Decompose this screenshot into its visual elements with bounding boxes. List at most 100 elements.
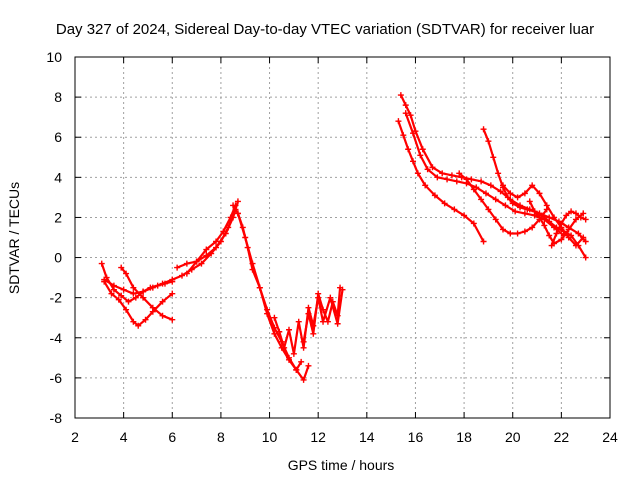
- data-point: [478, 178, 485, 185]
- data-point: [334, 320, 341, 327]
- x-tick-label: 18: [456, 429, 472, 445]
- data-point: [551, 214, 558, 221]
- data-point: [424, 166, 431, 173]
- data-point: [286, 326, 292, 333]
- data-point: [521, 210, 528, 217]
- data-point: [582, 238, 589, 245]
- data-point: [507, 230, 514, 237]
- data-point: [271, 314, 278, 321]
- data-point: [470, 186, 477, 193]
- data-point: [249, 260, 256, 267]
- data-point: [434, 174, 441, 181]
- y-axis-label: SDTVAR / TECUs: [6, 182, 22, 294]
- data-point: [130, 290, 137, 297]
- data-point: [159, 280, 166, 287]
- data-point: [135, 322, 142, 329]
- data-point: [514, 230, 521, 237]
- data-point: [227, 214, 234, 221]
- data-point: [234, 198, 241, 205]
- x-tick-label: 20: [505, 429, 521, 445]
- data-point: [183, 270, 190, 277]
- data-point: [108, 290, 115, 297]
- data-point: [183, 260, 190, 267]
- data-point: [565, 234, 572, 241]
- data-point: [490, 154, 497, 161]
- chart-title: Day 327 of 2024, Sidereal Day-to-day VTE…: [56, 21, 594, 38]
- series-trace: [103, 280, 174, 327]
- data-point: [453, 178, 460, 185]
- data-point: [495, 170, 502, 177]
- data-point: [487, 182, 494, 189]
- series-trace: [550, 210, 587, 247]
- data-point: [429, 164, 436, 171]
- data-point: [451, 206, 458, 213]
- data-point: [568, 208, 575, 215]
- data-point: [439, 170, 446, 177]
- x-tick-label: 4: [120, 429, 128, 445]
- series-trace: [236, 212, 303, 371]
- data-point: [563, 212, 570, 219]
- data-point: [580, 210, 587, 217]
- data-point: [290, 350, 297, 357]
- data-point: [512, 208, 519, 215]
- data-point: [482, 190, 489, 197]
- data-point: [110, 282, 117, 289]
- data-point: [541, 222, 548, 229]
- data-point: [521, 228, 528, 235]
- y-tick-label: -2: [50, 290, 63, 306]
- data-point: [203, 246, 210, 253]
- data-point: [293, 366, 300, 373]
- y-tick-label: 2: [54, 209, 62, 225]
- data-point: [546, 218, 553, 225]
- data-point: [256, 284, 263, 291]
- y-tick-label: -8: [50, 410, 63, 426]
- data-point: [130, 318, 137, 325]
- data-point: [580, 234, 587, 241]
- series-trace: [528, 200, 585, 245]
- data-point: [582, 216, 589, 223]
- data-point: [514, 194, 521, 201]
- data-point: [500, 226, 506, 233]
- data-point: [98, 260, 105, 267]
- data-point: [305, 310, 312, 317]
- data-point: [485, 138, 492, 145]
- data-point: [329, 298, 336, 305]
- data-point: [410, 130, 417, 137]
- data-point: [500, 182, 506, 189]
- data-point: [276, 328, 283, 335]
- data-point: [213, 244, 220, 251]
- data-point: [485, 206, 492, 213]
- data-point: [159, 298, 166, 305]
- series-trace: [397, 120, 485, 243]
- data-point: [118, 264, 125, 271]
- data-point: [310, 330, 317, 337]
- data-point: [463, 176, 470, 183]
- data-point: [305, 304, 312, 311]
- series-arc-10: [300, 284, 344, 345]
- data-point: [203, 252, 210, 259]
- x-tick-label: 12: [310, 429, 326, 445]
- data-point: [213, 238, 220, 245]
- data-point: [115, 296, 122, 303]
- data-point: [169, 290, 176, 297]
- data-point: [120, 286, 127, 293]
- data-point: [174, 264, 181, 271]
- data-point: [334, 312, 341, 319]
- series-arc-11: [395, 118, 487, 245]
- data-point: [572, 242, 579, 249]
- data-point: [193, 258, 200, 265]
- x-tick-label: 14: [359, 429, 375, 445]
- data-point: [264, 310, 271, 317]
- data-point: [531, 208, 538, 215]
- data-point: [125, 298, 132, 305]
- data-series-layer: [98, 92, 589, 383]
- data-point: [572, 216, 579, 223]
- data-point: [298, 358, 305, 365]
- data-point: [448, 172, 455, 179]
- data-point: [558, 236, 565, 243]
- data-point: [220, 228, 227, 235]
- x-tick-label: 8: [217, 429, 225, 445]
- series-arc-3: [118, 264, 176, 323]
- data-point: [507, 190, 514, 197]
